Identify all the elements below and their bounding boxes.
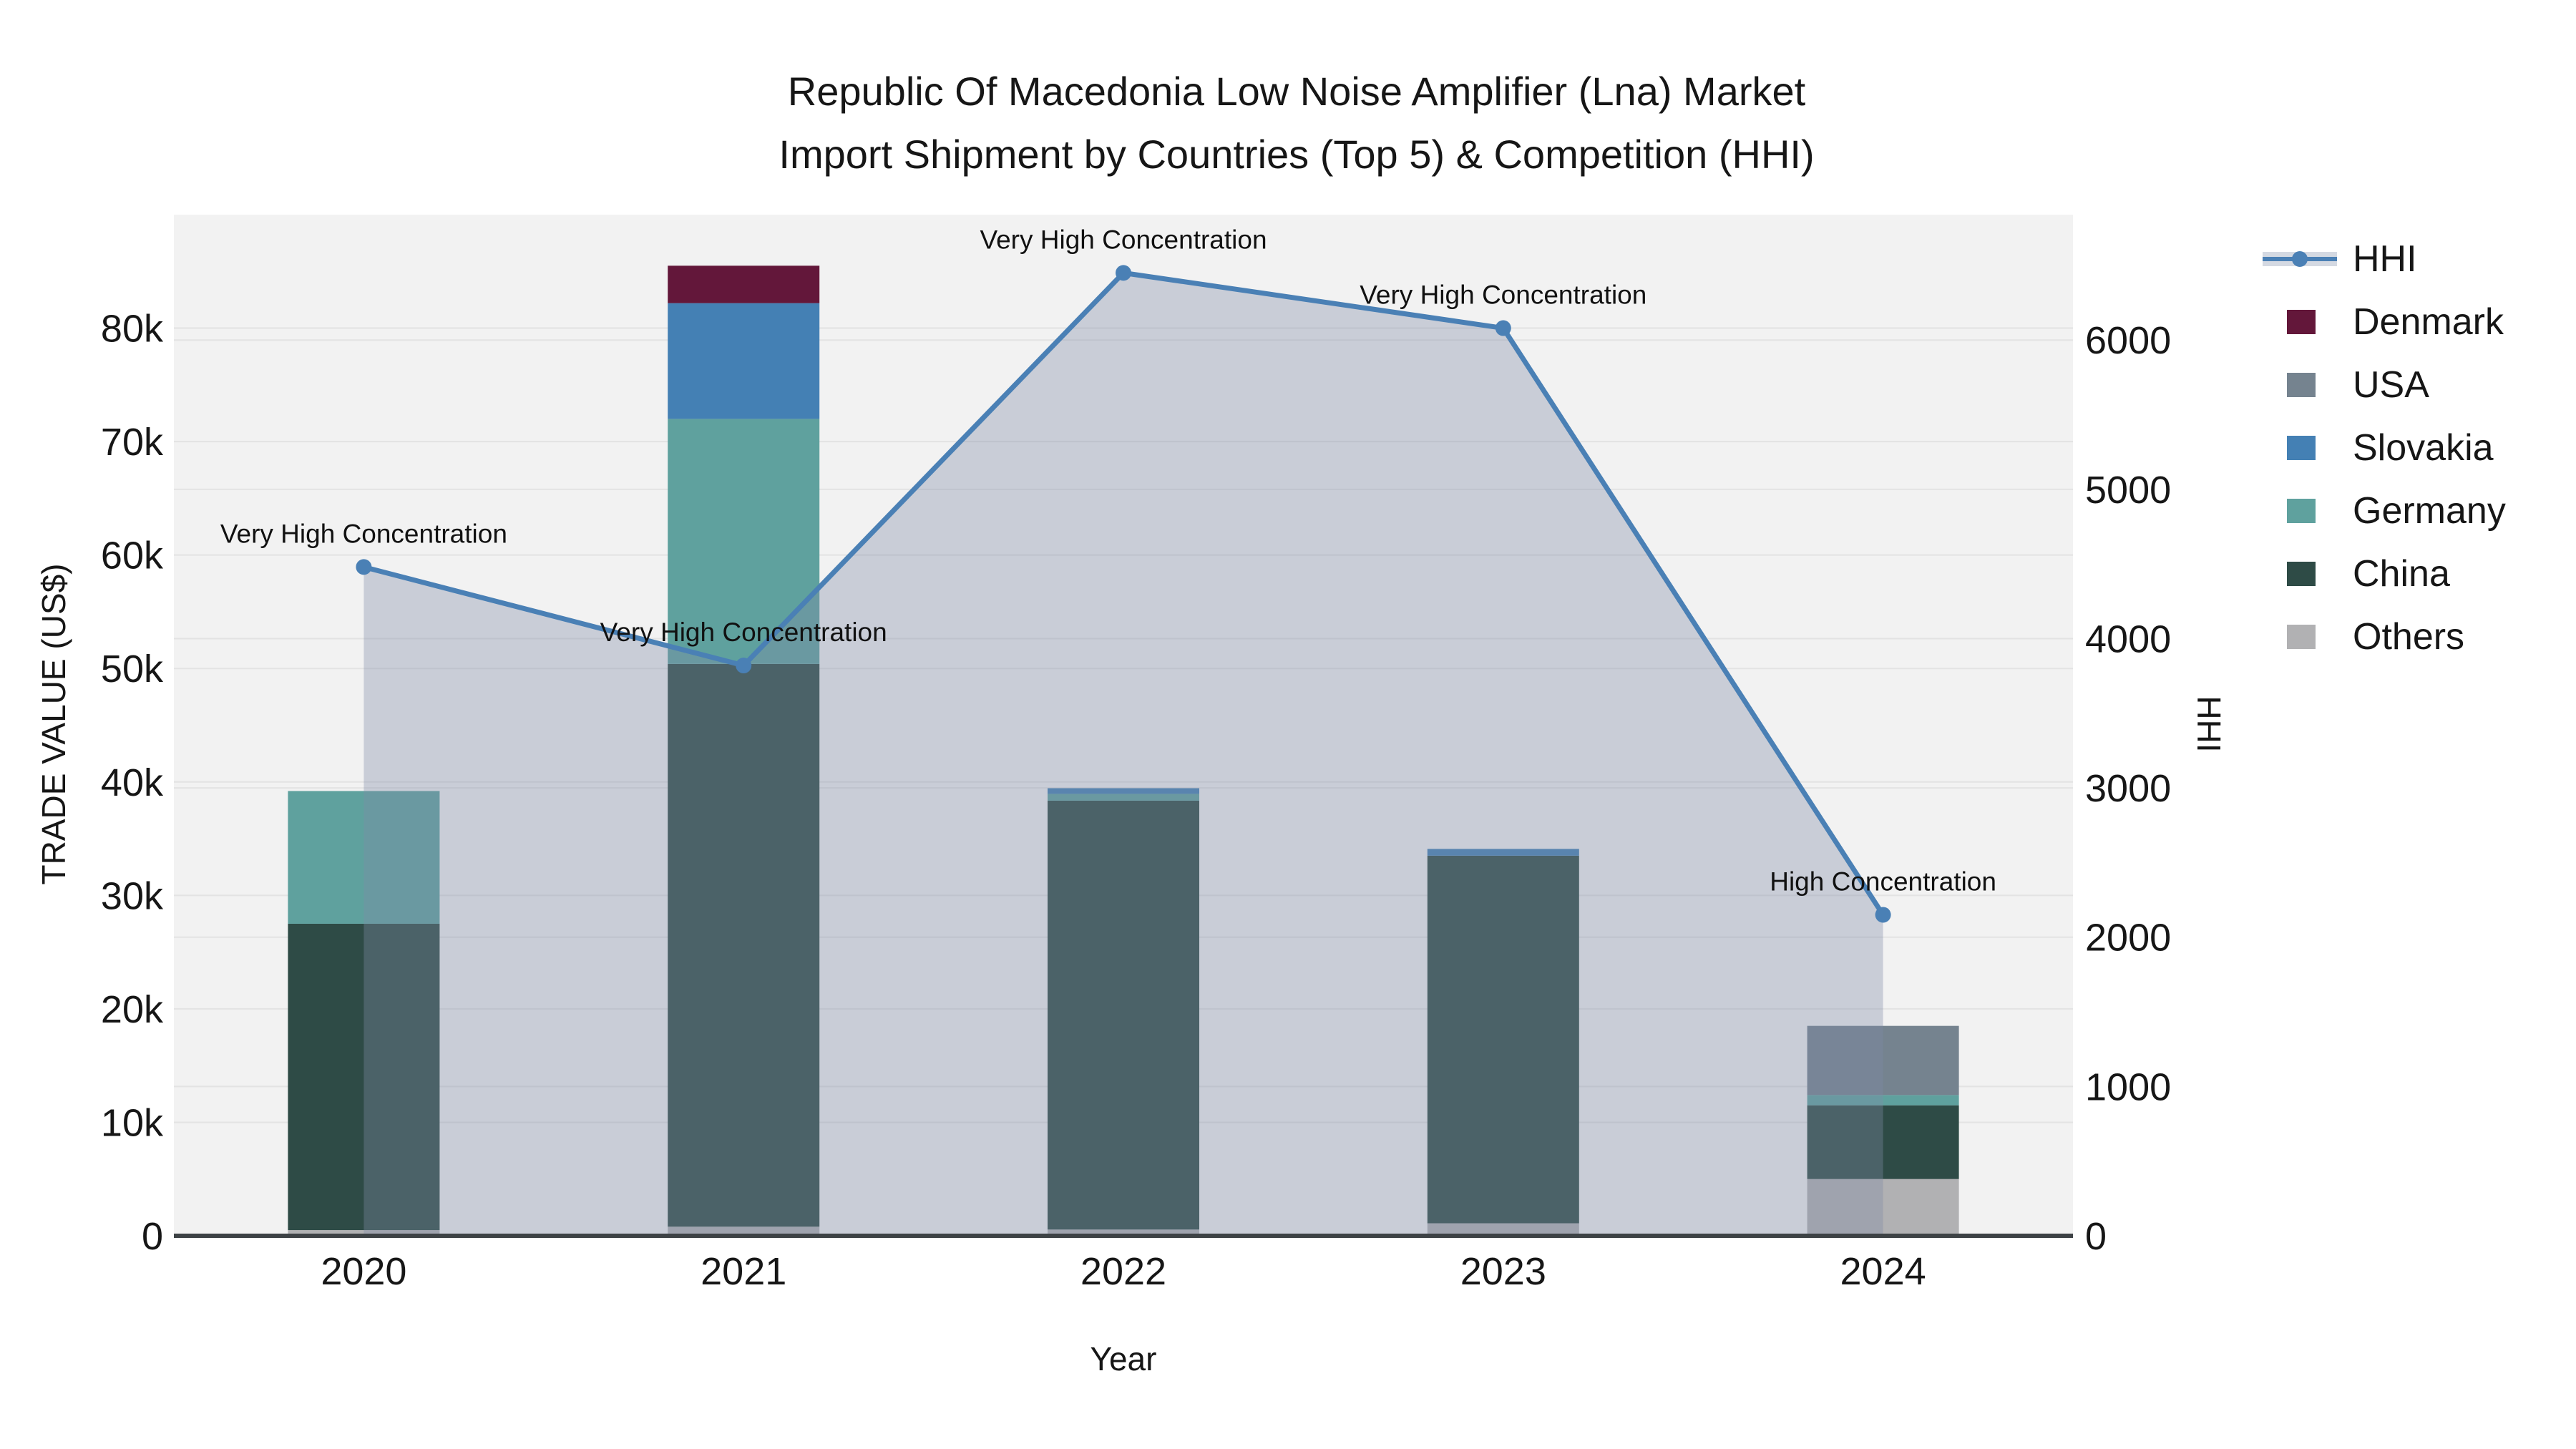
legend-item-china[interactable]: China — [2253, 542, 2506, 605]
bar-segment-2024-usa[interactable] — [1807, 1025, 1959, 1096]
y-right-tick-2000: 2000 — [2085, 917, 2171, 960]
bar-segment-2021-germany[interactable] — [668, 419, 820, 664]
germany-swatch-icon — [2253, 498, 2335, 524]
chart-title-line2: Import Shipment by Countries (Top 5) & C… — [779, 132, 1815, 177]
legend-item-germany[interactable]: Germany — [2253, 479, 2506, 542]
chart-title: Republic Of Macedonia Low Noise Amplifie… — [581, 60, 2012, 186]
bar-segment-2021-slovakia[interactable] — [668, 303, 820, 419]
legend-item-denmark[interactable]: Denmark — [2253, 291, 2506, 353]
y-right-tick-4000: 4000 — [2085, 618, 2171, 660]
chart-title-line1: Republic Of Macedonia Low Noise Amplifie… — [787, 69, 1806, 114]
tick-labels: 0 10k 20k 30k 40k 50k 60k 70k 80k 0 1000 2000 3000 40… — [101, 308, 2171, 1293]
annotation-2020: Very High Concentration — [220, 519, 507, 548]
y-left-tick-80k: 80k — [101, 308, 164, 351]
bar-segment-2024-china[interactable] — [1807, 1105, 1959, 1179]
y-right-tick-0: 0 — [2085, 1215, 2107, 1258]
y-left-tick-40k: 40k — [101, 761, 164, 804]
hhi-marker-swatch — [2292, 251, 2308, 267]
hhi-line-legend-icon — [2253, 246, 2337, 272]
slovakia-color-swatch — [2287, 436, 2316, 460]
bar-segment-2021-china[interactable] — [668, 663, 820, 1227]
bar-segment-2021-others[interactable] — [668, 1226, 820, 1236]
legend-item-usa[interactable]: USA — [2253, 353, 2506, 416]
y-right-tick-1000: 1000 — [2085, 1065, 2171, 1108]
bar-segment-2023-china[interactable] — [1427, 855, 1579, 1224]
bar-segment-2024-others[interactable] — [1807, 1179, 1959, 1236]
bar-segment-2023-slovakia[interactable] — [1427, 849, 1579, 856]
denmark-swatch-icon — [2253, 309, 2335, 335]
y-left-tick-0: 0 — [142, 1215, 163, 1258]
legend-label-others: Others — [2353, 616, 2465, 658]
bar-segment-2022-others[interactable] — [1048, 1229, 1199, 1236]
legend: HHI Denmark USA Slovakia Germany China Others — [2253, 228, 2506, 668]
x-axis-title: Year — [1090, 1340, 1157, 1377]
y-left-tick-60k: 60k — [101, 535, 164, 577]
y-left-tick-30k: 30k — [101, 874, 164, 917]
bar-segment-2020-china[interactable] — [288, 923, 440, 1231]
usa-color-swatch — [2287, 373, 2316, 397]
legend-label-china: China — [2353, 553, 2450, 595]
annotation-2024: High Concentration — [1770, 867, 1996, 896]
annotation-2023: Very High Concentration — [1360, 280, 1646, 310]
hhi-marker-2022[interactable] — [1116, 265, 1131, 281]
bar-segment-2024-germany[interactable] — [1807, 1095, 1959, 1106]
y-right-tick-3000: 3000 — [2085, 767, 2171, 810]
y-left-tick-10k: 10k — [101, 1101, 164, 1144]
bar-segment-2023-others[interactable] — [1427, 1223, 1579, 1236]
bar-segment-2022-slovakia[interactable] — [1048, 788, 1199, 794]
y-left-tick-70k: 70k — [101, 421, 164, 464]
bar-segment-2020-others[interactable] — [288, 1230, 440, 1236]
x-tick-2022: 2022 — [1080, 1250, 1166, 1293]
legend-item-slovakia[interactable]: Slovakia — [2253, 416, 2506, 479]
legend-label-hhi: HHI — [2353, 238, 2417, 280]
bar-segment-2021-denmark[interactable] — [668, 265, 820, 303]
legend-item-hhi[interactable]: HHI — [2253, 228, 2506, 291]
hhi-marker-2023[interactable] — [1495, 320, 1511, 336]
x-tick-2021: 2021 — [701, 1250, 786, 1293]
legend-label-germany: Germany — [2353, 490, 2506, 532]
legend-label-usa: USA — [2353, 364, 2429, 406]
hhi-marker-2021[interactable] — [736, 658, 752, 674]
y-axis-title-left: TRADE VALUE (US$) — [35, 563, 72, 885]
hhi-marker-2020[interactable] — [356, 559, 372, 575]
china-color-swatch — [2287, 562, 2316, 586]
bar-segment-2022-germany[interactable] — [1048, 794, 1199, 801]
usa-swatch-icon — [2253, 372, 2335, 398]
x-tick-2023: 2023 — [1460, 1250, 1546, 1293]
annotation-2021: Very High Concentration — [600, 618, 887, 647]
y-left-tick-20k: 20k — [101, 988, 164, 1031]
legend-label-denmark: Denmark — [2353, 301, 2504, 343]
others-swatch-icon — [2253, 624, 2335, 650]
y-left-tick-50k: 50k — [101, 648, 164, 691]
bar-segment-2022-china[interactable] — [1048, 800, 1199, 1230]
legend-item-others[interactable]: Others — [2253, 605, 2506, 668]
germany-color-swatch — [2287, 499, 2316, 523]
x-tick-2020: 2020 — [321, 1250, 406, 1293]
annotation-2022: Very High Concentration — [980, 225, 1267, 254]
china-swatch-icon — [2253, 561, 2335, 587]
y-right-tick-5000: 5000 — [2085, 469, 2171, 512]
bars — [288, 265, 1959, 1236]
bar-segment-2020-germany[interactable] — [288, 791, 440, 924]
slovakia-swatch-icon — [2253, 435, 2335, 461]
denmark-color-swatch — [2287, 310, 2316, 334]
legend-label-slovakia: Slovakia — [2353, 427, 2494, 469]
y-axis-title-right: HHI — [2190, 696, 2228, 753]
annotations: Very High Concentration Very High Concent… — [220, 225, 1996, 896]
others-color-swatch — [2287, 625, 2316, 649]
hhi-area-fill — [364, 273, 1883, 1236]
hhi-marker-2024[interactable] — [1875, 907, 1891, 923]
x-tick-2024: 2024 — [1840, 1250, 1926, 1293]
y-right-tick-6000: 6000 — [2085, 319, 2171, 362]
